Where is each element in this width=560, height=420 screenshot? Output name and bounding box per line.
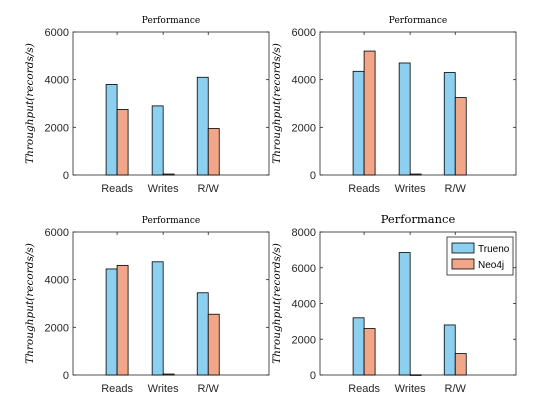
bar-neo4j-writes [409,374,422,376]
bar-trueno-reads [352,70,365,176]
y-tick-label: 8000 [292,227,316,239]
bar-neo4j-writes [409,173,422,176]
y-axis-label: Throughput(records/s) [24,243,36,364]
y-tick-label: 0 [63,170,69,182]
bar-neo4j-reads [116,264,129,376]
y-axis-label: Throughput(records/s) [24,43,36,164]
bar-neo4j-writes [162,373,175,376]
bar-trueno-rw [443,324,456,376]
bar-neo4j-rw [454,97,467,176]
y-axis-label: Throughput(records/s) [271,243,283,364]
y-tick-label: 0 [310,370,316,382]
chart-panel-3: 0 2000 4000 6000 Reads Writes R/W Performance Th… [24,216,270,395]
bar-trueno-rw [196,76,209,176]
y-tick-label: 2000 [45,322,69,334]
bar-neo4j-rw [454,353,467,376]
y-tick-label: 0 [63,370,69,382]
chart-title: Performance [389,16,447,26]
y-tick-label: 4000 [45,275,69,287]
y-tick-label: 0 [310,170,316,182]
legend: Trueno Neo4j [446,236,514,276]
x-tick-label: Reads [101,183,133,195]
legend-label-trueno: Trueno [478,244,510,255]
bar-neo4j-reads [363,50,376,176]
x-tick-label: Reads [101,383,133,395]
bar-trueno-writes [151,261,164,376]
y-tick-label: 2000 [45,122,69,134]
y-tick-label: 2000 [292,122,316,134]
x-tick-label: Reads [348,183,380,195]
plot-area [72,31,270,176]
bar-neo4j-reads [363,328,376,376]
y-tick-label: 2000 [292,334,316,346]
chart-panel-1: 0 2000 4000 6000 Reads Writes R/W Performance Th… [24,16,270,195]
bar-trueno-rw [196,292,209,376]
legend-label-neo4j: Neo4j [478,260,504,271]
bar-neo4j-rw [207,128,220,176]
y-tick-label: 4000 [292,75,316,87]
y-tick-label: 4000 [45,75,69,87]
bar-neo4j-reads [116,109,129,176]
x-tick-label: R/W [445,183,467,195]
y-tick-label: 6000 [45,227,69,239]
chart-title: Performance [142,16,200,26]
bar-trueno-reads [105,84,118,176]
plot-area [72,231,270,376]
x-tick-label: Writes [148,383,179,395]
bar-trueno-writes [398,252,411,376]
plot-area [319,31,517,176]
legend-swatch-neo4j [451,258,475,270]
y-tick-label: 6000 [45,27,69,39]
bar-trueno-rw [443,72,456,176]
chart-title: Performance [381,212,456,226]
x-tick-label: Writes [395,183,426,195]
x-tick-label: Reads [348,383,380,395]
chart-panel-4: 0 2000 4000 6000 8000 Reads Writes R/W Performan… [271,212,517,395]
y-tick-label: 6000 [292,27,316,39]
x-tick-label: R/W [198,383,220,395]
bar-trueno-writes [398,62,411,176]
y-axis-label: Throughput(records/s) [271,43,283,164]
bar-trueno-writes [151,105,164,176]
x-tick-label: R/W [445,383,467,395]
bar-trueno-reads [352,317,365,376]
x-tick-label: R/W [198,183,220,195]
legend-swatch-trueno [451,242,475,254]
x-tick-label: Writes [148,183,179,195]
y-tick-label: 4000 [292,299,316,311]
chart-panel-2: 0 2000 4000 6000 Reads Writes R/W Performance Th… [271,16,517,195]
chart-title: Performance [142,216,200,226]
x-tick-label: Writes [395,383,426,395]
y-tick-label: 6000 [292,263,316,275]
bar-neo4j-rw [207,313,220,376]
bar-neo4j-writes [162,173,175,176]
bar-trueno-reads [105,268,118,376]
